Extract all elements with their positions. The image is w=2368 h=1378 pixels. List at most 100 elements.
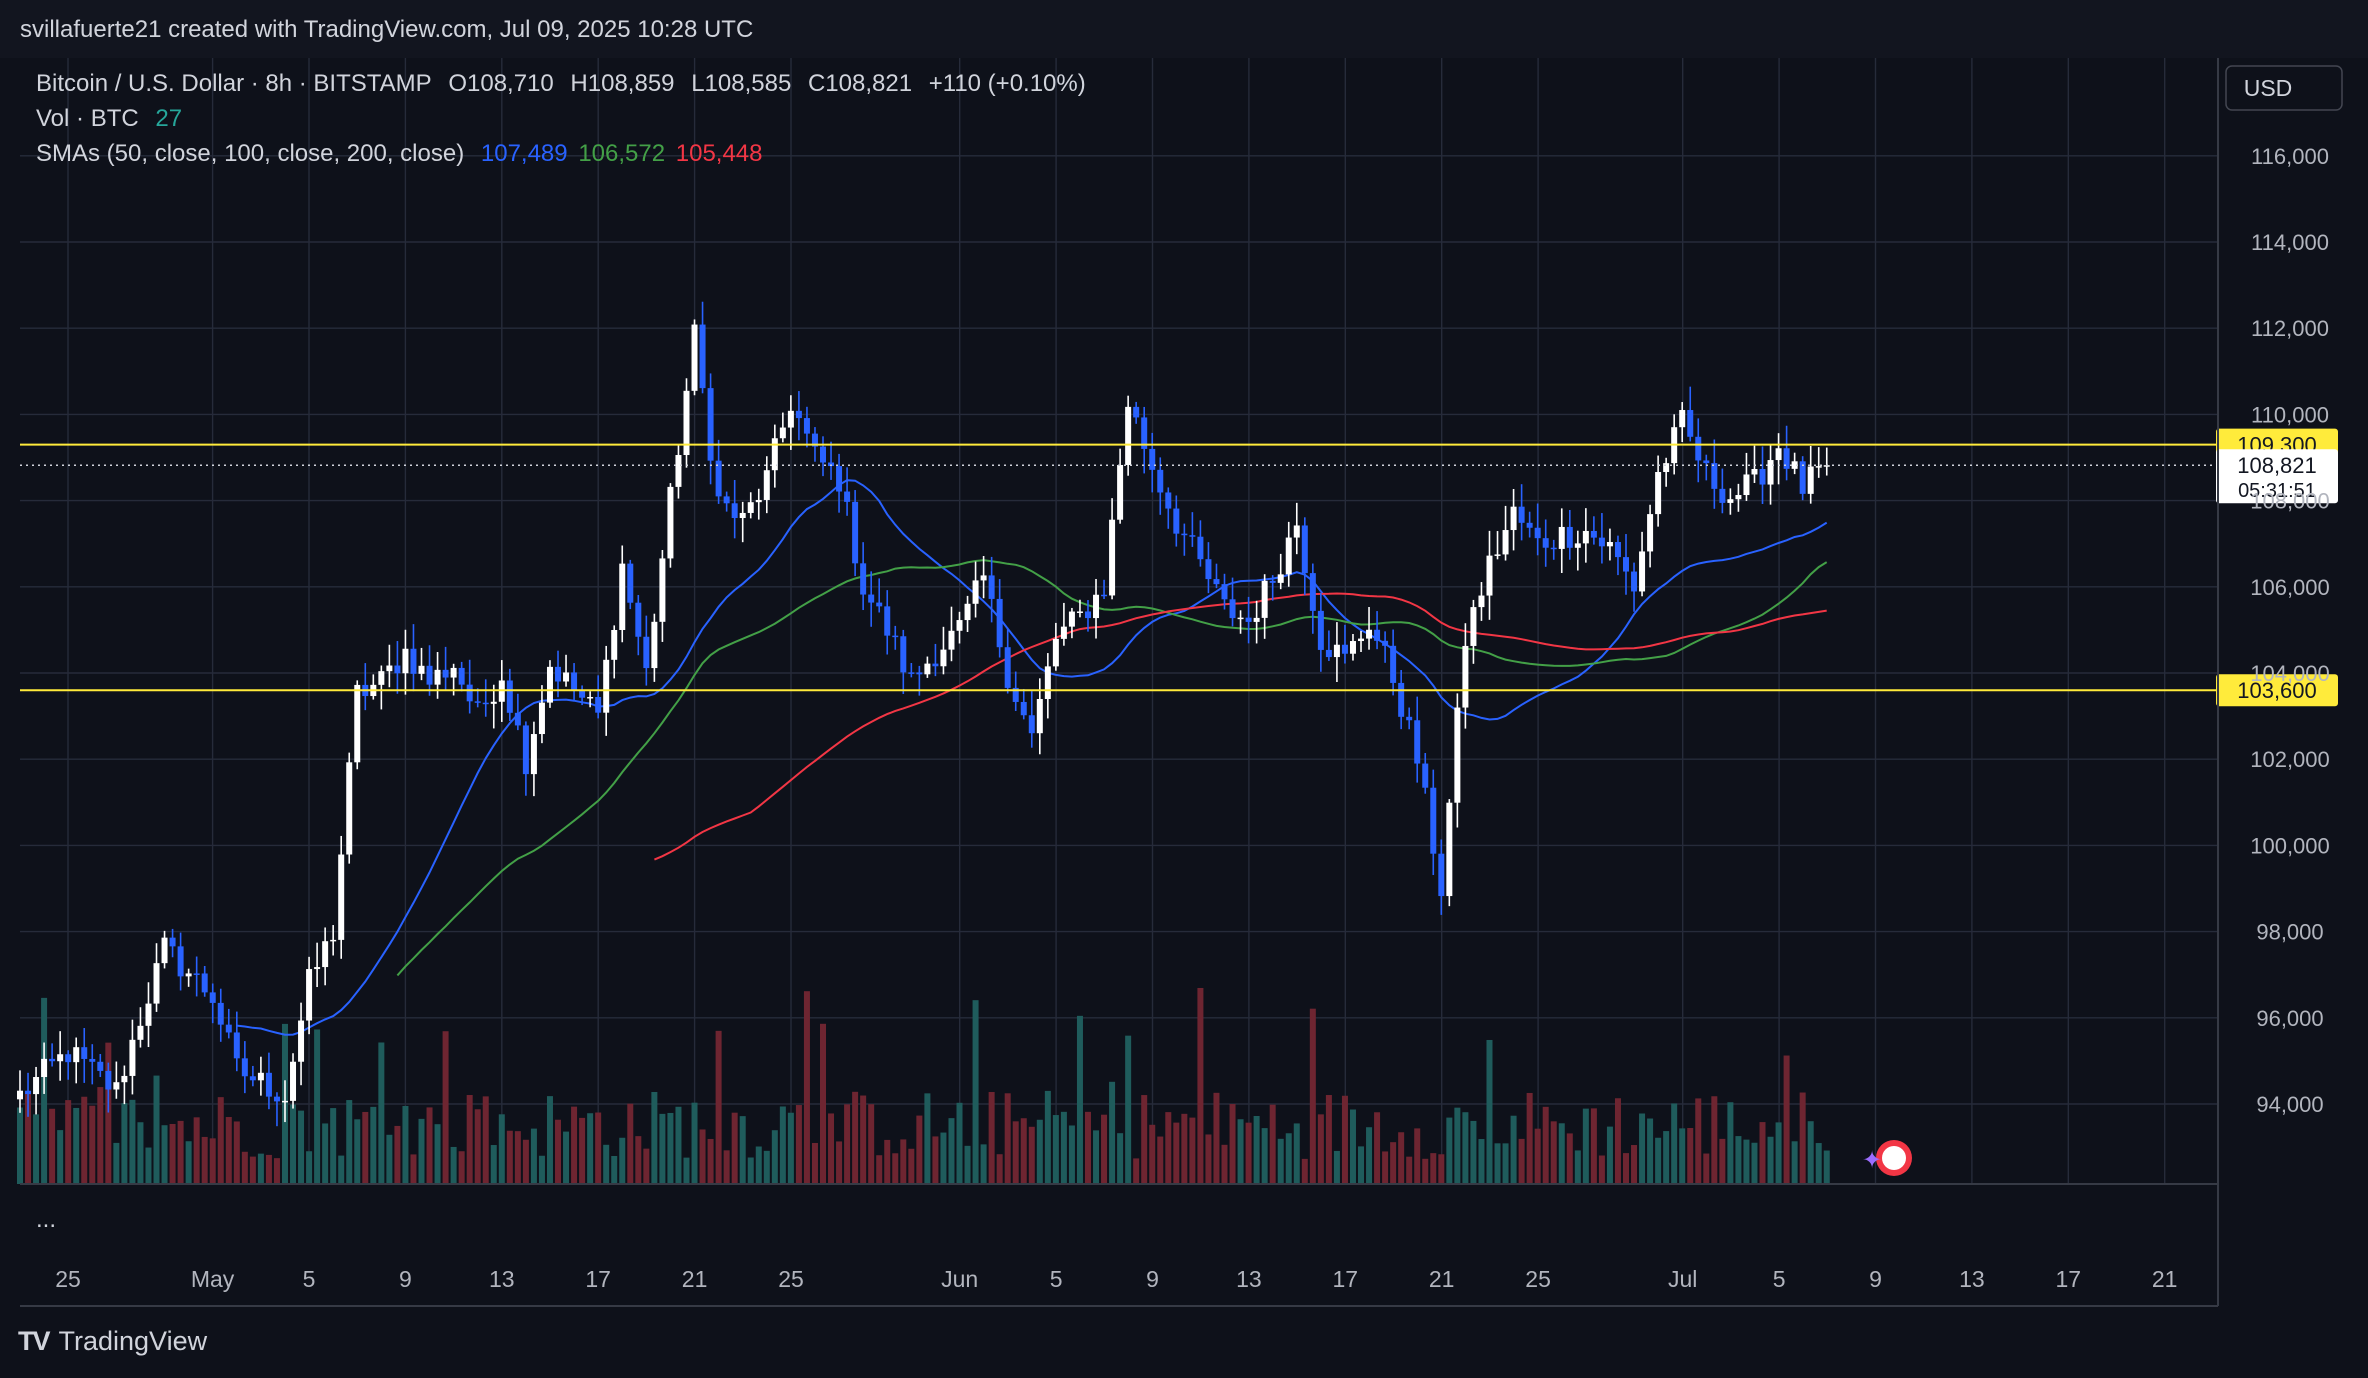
candle-body	[1598, 537, 1605, 547]
volume-bar	[386, 1134, 393, 1184]
volume-bar	[803, 991, 810, 1184]
candle-body	[1815, 466, 1822, 468]
volume-bar	[330, 1108, 337, 1184]
volume-bar	[619, 1137, 626, 1184]
volume-bar	[795, 1105, 802, 1184]
candle-body	[298, 1020, 305, 1062]
volume-bar	[659, 1113, 666, 1184]
candle-body	[1349, 641, 1356, 654]
volume-bar	[595, 1112, 602, 1184]
x-tick-label: Jul	[1668, 1266, 1697, 1292]
x-tick-label: 17	[585, 1266, 611, 1292]
candle-body	[1526, 522, 1533, 528]
volume-bar	[1044, 1090, 1051, 1184]
candle-body	[1229, 599, 1236, 619]
volume-bar	[1293, 1123, 1300, 1184]
candle-body	[892, 635, 899, 638]
candle-body	[1438, 853, 1445, 897]
currency-button[interactable]	[2225, 65, 2343, 111]
volume-bar	[434, 1124, 441, 1184]
candle-body	[1317, 610, 1324, 650]
volume-bar	[1205, 1134, 1212, 1184]
legend-close: C108,821	[807, 70, 913, 97]
candle-body	[1494, 554, 1501, 556]
x-tick-label: 25	[55, 1266, 81, 1292]
volume-bar	[1084, 1111, 1091, 1184]
top-bar	[0, 0, 2368, 58]
volume-bar	[916, 1115, 923, 1184]
candle-body	[129, 1039, 136, 1076]
volume-bar	[1606, 1126, 1613, 1184]
volume-bar	[1068, 1125, 1075, 1184]
candle-body	[1791, 461, 1798, 469]
volume-bar	[290, 1104, 297, 1184]
volume-bar	[1566, 1133, 1573, 1184]
candle-body	[137, 1025, 144, 1040]
volume-bar	[1341, 1095, 1348, 1184]
volume-bar	[787, 1112, 794, 1184]
volume-bar	[1076, 1015, 1083, 1184]
candle-body	[225, 1024, 232, 1033]
level-label: 103,600	[2237, 678, 2317, 703]
sma-line-200	[654, 592, 1827, 861]
candle-body	[386, 665, 393, 672]
candle-body	[675, 455, 682, 487]
volume-bar	[900, 1139, 907, 1184]
volume-bar	[1486, 1039, 1493, 1184]
more-ellipsis[interactable]: ...	[36, 1206, 57, 1233]
candle-body	[1783, 448, 1790, 469]
candle-body	[996, 598, 1003, 648]
legend-vol-label: Vol · BTC	[36, 105, 139, 132]
candle-body	[89, 1058, 96, 1062]
volume-bar	[1478, 1139, 1485, 1184]
candle-body	[1044, 666, 1051, 700]
candle-body	[1149, 448, 1156, 470]
volume-bar	[1036, 1119, 1043, 1184]
candle-body	[145, 1003, 152, 1026]
volume-bar	[932, 1136, 939, 1184]
volume-bar	[450, 1146, 457, 1184]
candle-body	[1679, 410, 1686, 428]
candle-body	[1590, 530, 1597, 538]
candle-body	[820, 446, 826, 463]
volume-bar	[1647, 1118, 1654, 1184]
volume-bar	[1269, 1104, 1276, 1184]
volume-bar	[1582, 1108, 1589, 1184]
candle-body	[161, 937, 168, 964]
volume-bar	[1807, 1121, 1814, 1184]
candle-body	[707, 388, 714, 461]
sma-lines	[236, 479, 1828, 1036]
volume-bar	[571, 1106, 578, 1184]
volume-bar	[145, 1147, 152, 1184]
volume-bar	[884, 1139, 891, 1184]
volume-bar	[546, 1096, 553, 1184]
candle-body	[627, 563, 634, 603]
candle-body	[402, 648, 409, 674]
volume-bar	[1309, 1008, 1316, 1184]
volume-bar	[1430, 1153, 1437, 1184]
volume-bar	[506, 1130, 513, 1184]
candle-body	[916, 672, 923, 675]
candle-body	[1446, 802, 1453, 897]
candle-body	[1205, 559, 1212, 580]
volume-bar	[314, 1029, 321, 1184]
candle-body	[290, 1061, 297, 1101]
currency-button-label: USD	[2244, 75, 2293, 101]
volume-bar	[514, 1131, 521, 1184]
candle-body	[338, 854, 345, 940]
volume-bar	[1181, 1113, 1188, 1184]
volume-bar	[1470, 1120, 1477, 1184]
volume-bar	[1301, 1158, 1308, 1184]
candle-body	[1534, 527, 1541, 539]
volume-bar	[972, 1000, 979, 1184]
candle-body	[378, 671, 385, 685]
candle-body	[1084, 611, 1091, 619]
volume-bar	[988, 1092, 995, 1184]
candle-body	[635, 602, 642, 637]
candle-body	[113, 1082, 120, 1090]
volume-bar	[1550, 1121, 1557, 1184]
candle-body	[105, 1070, 112, 1090]
y-tick-label: 100,000	[2250, 833, 2330, 858]
candle-body	[410, 648, 417, 674]
